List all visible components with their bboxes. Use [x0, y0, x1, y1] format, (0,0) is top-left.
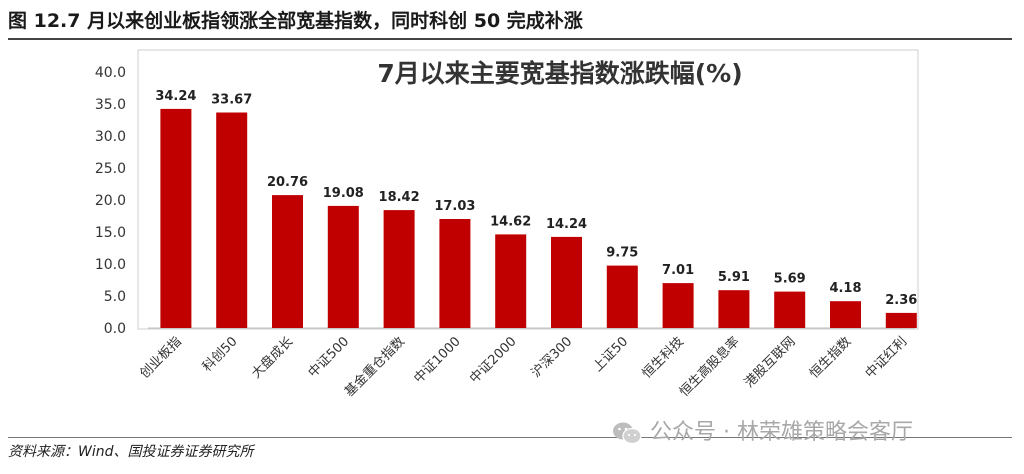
x-tick-label: 港股互联网: [742, 334, 799, 391]
y-axis: 0.0 5.0 10.0 15.0 20.0 25.0 30.0 35.0 40.0: [95, 65, 126, 337]
figure-caption: 图 12.7 月以来创业板指领涨全部宽基指数，同时科创 50 完成补涨: [8, 10, 583, 32]
bar: [495, 234, 527, 328]
value-label: 5.69: [774, 272, 806, 287]
bar: [216, 112, 248, 328]
bar: [551, 236, 582, 328]
bar: [383, 210, 415, 328]
bar: [327, 205, 359, 328]
value-label: 17.03: [434, 199, 475, 214]
bar: [160, 108, 192, 329]
y-tick-label: 5.0: [104, 289, 126, 305]
value-label: 34.24: [155, 89, 196, 104]
y-tick-label: 15.0: [95, 225, 126, 241]
bar-chart: 7月以来主要宽基指数涨跌幅(%) 0.0 5.0 10.0 15.0 20.0 25.0 3…: [95, 49, 919, 400]
bar: [774, 291, 806, 328]
value-label: 7.01: [662, 263, 694, 278]
y-tick-label: 30.0: [95, 129, 126, 145]
value-labels-group: 34.24 33.67 20.76 19.08 18.42 17.03 14.62 14.24…: [155, 89, 917, 308]
x-tick-label: 基金重仓指数: [341, 334, 407, 400]
y-tick-label: 35.0: [95, 97, 126, 113]
x-tick-label: 恒生科技: [640, 334, 687, 381]
x-tick-label: 上证50: [590, 334, 631, 375]
source-rule: [8, 437, 1012, 438]
watermark: 公众号 · 林荣雄策略会客厅: [612, 418, 913, 448]
watermark-text: 公众号 · 林荣雄策略会客厅: [650, 420, 913, 445]
value-label: 19.08: [323, 186, 364, 201]
x-tick-label: 恒生指数: [807, 334, 854, 381]
chart-title: 7月以来主要宽基指数涨跌幅(%): [377, 59, 742, 88]
x-tick-label: 中证2000: [467, 334, 519, 386]
x-tick-label: 科创50: [200, 334, 241, 375]
y-tick-label: 40.0: [95, 65, 126, 81]
value-label: 33.67: [211, 93, 252, 108]
caption-rule: [8, 38, 1012, 40]
wechat-icon: [613, 422, 642, 445]
value-label: 9.75: [606, 246, 638, 261]
y-tick-label: 20.0: [95, 193, 126, 209]
bar: [439, 219, 471, 328]
y-tick-label: 0.0: [104, 321, 126, 337]
x-tick-label: 大盘成长: [248, 334, 296, 382]
value-label: 14.62: [490, 214, 531, 229]
x-tick-label: 中证500: [306, 334, 353, 381]
source-note: 资料来源：Wind、国投证券证券研究所: [8, 444, 254, 460]
bar: [662, 283, 694, 328]
x-tick-label: 创业板指: [137, 334, 184, 381]
y-tick-label: 25.0: [95, 161, 126, 177]
x-tick-label: 中证红利: [862, 334, 910, 382]
y-tick-label: 10.0: [95, 257, 126, 273]
bar: [885, 312, 917, 328]
value-label: 14.24: [546, 217, 587, 232]
value-label: 2.36: [885, 293, 917, 308]
x-tick-label: 恒生高股息率: [676, 334, 742, 400]
x-tick-label: 中证1000: [411, 334, 463, 386]
bar: [272, 195, 303, 328]
bar: [830, 301, 861, 328]
bar: [718, 290, 750, 328]
x-tick-label: 沪深300: [528, 334, 575, 381]
value-label: 18.42: [379, 190, 420, 205]
value-label: 20.76: [267, 175, 308, 190]
bar: [606, 265, 638, 328]
plot-frame: [137, 49, 919, 330]
bars-group: [160, 108, 917, 329]
value-label: 4.18: [829, 281, 861, 296]
value-label: 5.91: [718, 270, 750, 285]
